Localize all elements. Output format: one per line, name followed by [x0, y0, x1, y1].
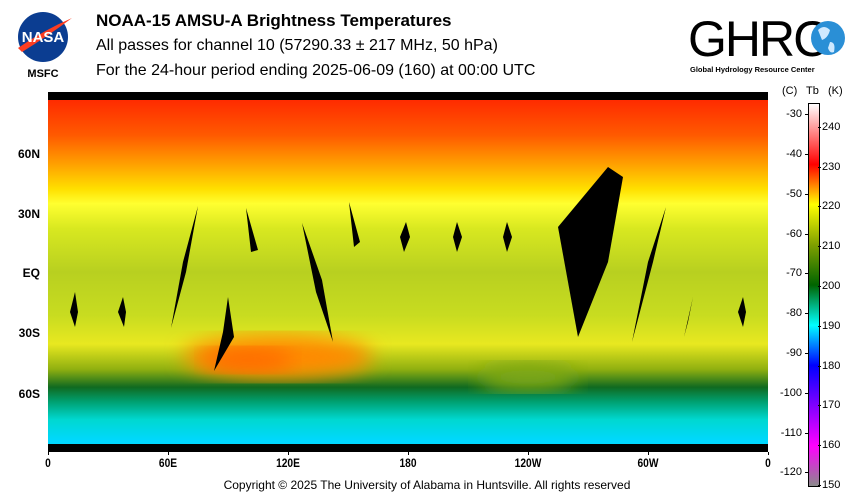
- colorbar-c-label: -100: [779, 386, 802, 399]
- colorbar-k-label: 230: [822, 160, 841, 173]
- x-tick-label: 60W: [637, 456, 659, 470]
- x-tick: [648, 452, 649, 455]
- y-tick-label: EQ: [22, 266, 40, 280]
- ghrc-logo: GHRC Global Hydrology Resource Center: [688, 10, 848, 76]
- colorbar-k-label: 150: [822, 479, 841, 491]
- colorbar-c-label: -110: [780, 426, 802, 439]
- zonal-field: [48, 92, 768, 452]
- colorbar-c-label: -30: [786, 108, 802, 121]
- colorbar-title-k: (K): [828, 85, 843, 97]
- x-tick-label: 0: [45, 456, 51, 470]
- colorbar-k-label: 170: [822, 399, 841, 412]
- colorbar-k-tick: [818, 485, 821, 486]
- y-tick-label: 30N: [17, 207, 40, 221]
- colorbar-c-tick: [805, 193, 808, 195]
- x-tick-label: 120E: [276, 456, 300, 470]
- colorbar-title-tb: Tb: [806, 85, 819, 97]
- colorbar-c-label: -70: [786, 267, 802, 280]
- colorbar-c-tick: [805, 273, 808, 275]
- x-tick: [408, 452, 409, 455]
- x-tick: [48, 452, 49, 455]
- x-tick-label: 60E: [158, 456, 178, 470]
- colorbar-k-tick: [818, 206, 821, 208]
- colorbar-c-tick: [805, 233, 808, 235]
- colorbar-c-tick: [805, 392, 808, 394]
- colorbar-c-tick: [805, 154, 808, 156]
- colorbar-c-tick: [805, 353, 808, 355]
- colorbar-k-label: 200: [822, 280, 841, 292]
- y-tick-label: 30S: [18, 326, 40, 340]
- colorbar-c-label: -80: [786, 307, 802, 320]
- colorbar-k-label: 220: [822, 200, 841, 213]
- svg-text:MSFC: MSFC: [27, 68, 58, 80]
- svg-text:NASA: NASA: [22, 29, 65, 46]
- svg-text:GHRC: GHRC: [688, 11, 828, 67]
- colorbar-k-label: 160: [822, 439, 841, 452]
- cool-anomaly: [478, 363, 578, 391]
- y-tick-label: 60S: [18, 387, 40, 401]
- missing-data-swaths: [48, 92, 768, 452]
- colorbar-k-tick: [818, 325, 821, 327]
- colorbar-k-tick: [818, 365, 821, 367]
- nasa-logo: NASA MSFC: [14, 10, 72, 80]
- colorbar-k-label: 210: [822, 240, 841, 253]
- colorbar-k-label: 190: [822, 319, 841, 332]
- colorbar-c-tick: [805, 313, 808, 315]
- x-tick-label: 0: [765, 456, 771, 470]
- copyright: Copyright © 2025 The University of Alaba…: [223, 478, 631, 492]
- colorbar-c-tick: [805, 432, 808, 434]
- brightness-temperature-map: [48, 92, 768, 452]
- warm-anomaly-core: [203, 348, 293, 372]
- colorbar: [808, 103, 820, 487]
- colorbar-c-label: -120: [779, 466, 802, 479]
- colorbar-k-tick: [818, 126, 821, 128]
- colorbar-k-label: 180: [822, 359, 841, 372]
- colorbar-c-label: -60: [786, 227, 802, 240]
- svg-text:Global Hydrology Resource Cent: Global Hydrology Resource Center: [690, 65, 815, 74]
- chart-title: NOAA-15 AMSU-A Brightness Temperatures: [96, 11, 452, 30]
- colorbar-k-tick: [818, 445, 821, 447]
- x-tick-label: 120W: [514, 456, 542, 470]
- chart-subtitle: All passes for channel 10 (57290.33 ± 21…: [96, 37, 498, 54]
- x-tick: [168, 452, 169, 455]
- colorbar-title-c: (C): [782, 85, 798, 97]
- colorbar-k-tick: [818, 286, 821, 287]
- colorbar-c-label: -90: [786, 347, 802, 360]
- x-tick: [288, 452, 289, 455]
- chart-period: For the 24-hour period ending 2025-06-09…: [96, 62, 536, 79]
- colorbar-k-label: 240: [822, 120, 841, 133]
- colorbar-k-tick: [818, 246, 821, 248]
- colorbar-c-label: -40: [786, 148, 802, 161]
- x-tick-label: 180: [399, 456, 417, 470]
- colorbar-k-tick: [818, 405, 821, 407]
- y-tick-label: 60N: [17, 147, 40, 161]
- colorbar-c-label: -50: [786, 187, 802, 200]
- colorbar-c-tick: [805, 114, 808, 116]
- colorbar-c-tick: [805, 472, 808, 474]
- x-tick: [768, 452, 769, 455]
- colorbar-k-tick: [818, 166, 821, 168]
- x-tick: [528, 452, 529, 455]
